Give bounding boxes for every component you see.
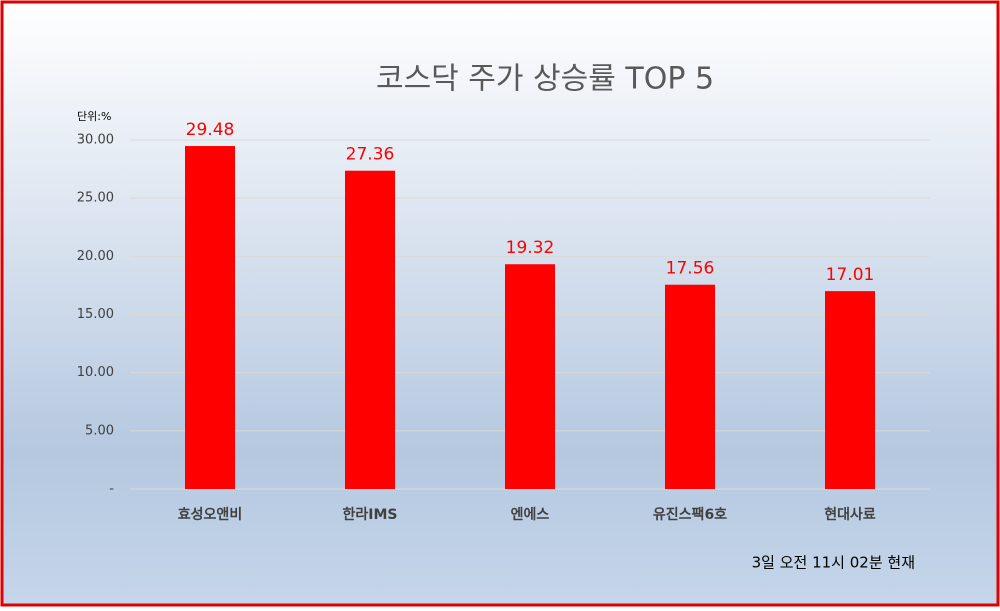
y-tick-label: 30.00 xyxy=(77,133,114,148)
bar xyxy=(345,170,395,489)
y-tick-label: 15.00 xyxy=(77,307,114,322)
bar xyxy=(505,264,555,489)
y-tick-label: 25.00 xyxy=(77,191,114,206)
x-tick-label: 엔에스 xyxy=(511,506,550,523)
data-label: 17.01 xyxy=(826,265,875,285)
y-tick-label: - xyxy=(109,482,114,497)
data-label: 29.48 xyxy=(186,120,235,140)
chart-title: 코스닥 주가 상승률 TOP 5 xyxy=(376,62,714,97)
bar xyxy=(825,291,875,489)
x-tick-label: 유진스팩6호 xyxy=(653,506,727,523)
footnote: 3일 오전 11시 02분 현재 xyxy=(752,554,915,572)
y-tick-label: 20.00 xyxy=(77,249,114,264)
y-tick-label: 10.00 xyxy=(77,365,114,380)
unit-label: 단위:% xyxy=(77,110,111,123)
bar xyxy=(665,284,715,489)
bar xyxy=(185,146,235,490)
x-tick-label: 효성오앤비 xyxy=(178,506,242,523)
x-tick-label: 한라IMS xyxy=(343,507,398,523)
data-label: 27.36 xyxy=(346,145,395,165)
x-tick-label: 현대사료 xyxy=(824,507,876,523)
data-label: 19.32 xyxy=(506,238,555,258)
data-label: 17.56 xyxy=(666,259,715,279)
y-tick-label: 5.00 xyxy=(85,423,114,438)
